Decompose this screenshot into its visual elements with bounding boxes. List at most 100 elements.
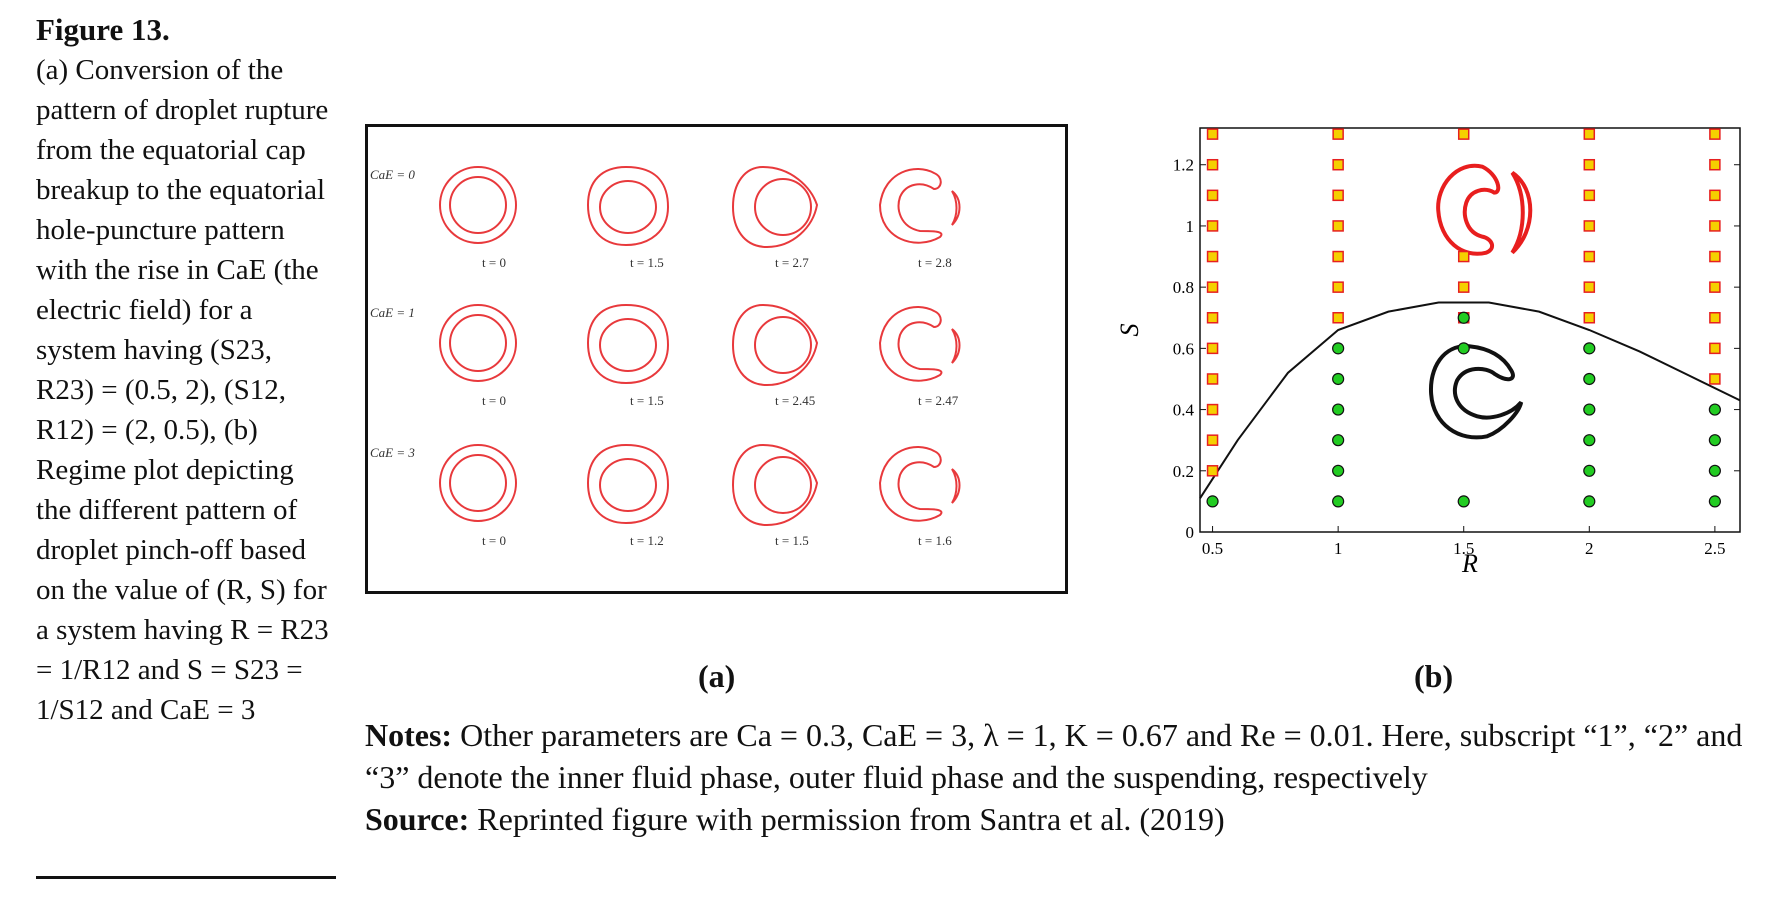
x-tick-label: 1.5 — [1453, 539, 1474, 558]
inner-interface — [449, 176, 507, 234]
droplet-snapshot — [731, 165, 819, 249]
square-marker — [1206, 342, 1219, 355]
outer-interface — [439, 444, 517, 522]
x-tick-label: 0.5 — [1202, 539, 1223, 558]
square-marker — [1709, 281, 1721, 293]
droplet-snapshot — [878, 446, 961, 522]
circle-marker — [1206, 495, 1219, 508]
time-label: t = 2.45 — [775, 393, 815, 408]
figure-title: Figure 13. — [36, 12, 170, 47]
square-marker — [1332, 158, 1344, 171]
row-label-2: CaE = 3 — [370, 445, 415, 460]
figure-notes: Notes: Other parameters are Ca = 0.3, Ca… — [365, 714, 1765, 840]
circle-marker — [1583, 464, 1596, 477]
outer-interface — [586, 443, 670, 525]
square-marker — [1583, 128, 1596, 140]
droplet-snapshot — [878, 306, 961, 382]
outer-interface — [731, 303, 819, 387]
crescent-shape — [1429, 344, 1524, 440]
y-tick-label: 0.6 — [1173, 339, 1194, 358]
time-label: t = 1.5 — [630, 393, 664, 408]
square-marker — [1332, 189, 1344, 202]
circle-marker — [1457, 342, 1470, 355]
square-marker — [1332, 128, 1344, 140]
inner-interface — [599, 458, 657, 512]
circle-marker — [1708, 434, 1721, 447]
outer-interface — [586, 303, 670, 385]
circle-marker — [1708, 464, 1721, 477]
time-label: t = 2.8 — [918, 255, 952, 270]
inner-interface — [449, 454, 507, 512]
square-marker — [1332, 220, 1344, 232]
square-marker — [1206, 312, 1219, 324]
circle-marker — [1332, 434, 1345, 447]
square-marker — [1583, 189, 1596, 202]
square-marker — [1332, 281, 1344, 293]
droplet-snapshot — [731, 443, 819, 527]
square-marker — [1583, 281, 1596, 293]
crescent-shape — [1436, 163, 1501, 256]
square-marker — [1206, 403, 1219, 416]
circle-marker — [1332, 403, 1345, 416]
square-marker — [1709, 158, 1721, 171]
droplet-snapshot — [586, 303, 670, 385]
hole-puncture-inset — [1436, 163, 1533, 256]
square-marker — [1206, 128, 1219, 140]
time-label: t = 2.47 — [918, 393, 959, 408]
panel-b-regime-plot: 0.5 1 1.5 2 2.5 0 0.2 0.4 0.6 0.8 1 1.2 R S — [1060, 118, 1760, 678]
time-label: t = 2.7 — [775, 255, 809, 270]
square-marker — [1457, 250, 1470, 263]
y-tick-label: 0 — [1186, 523, 1195, 542]
time-label: t = 0 — [482, 393, 506, 408]
square-marker — [1457, 128, 1470, 140]
time-label: t = 1.5 — [775, 533, 809, 548]
square-marker — [1206, 158, 1219, 171]
crescent-interface — [878, 168, 943, 244]
square-marker — [1206, 373, 1219, 385]
square-marker — [1709, 250, 1721, 263]
square-marker — [1332, 312, 1344, 324]
outer-interface — [731, 165, 819, 249]
detached-fragment — [1510, 170, 1533, 255]
caption-divider — [36, 876, 336, 879]
row-label-0: CaE = 0 — [370, 167, 415, 182]
droplet-snapshot — [439, 304, 517, 382]
circle-marker — [1457, 311, 1470, 324]
panel-b-label: (b) — [1414, 658, 1454, 694]
plot-frame — [1199, 127, 1741, 533]
square-marker — [1457, 281, 1470, 293]
y-axis-label: S — [1115, 324, 1144, 337]
notes-label: Notes: — [365, 717, 453, 753]
figure-caption-text: (a) Conversion of the pattern of droplet… — [36, 54, 329, 726]
regime-plot-chart: 0.5 1 1.5 2 2.5 0 0.2 0.4 0.6 0.8 1 1.2 R S — [1115, 127, 1741, 578]
inner-interface — [449, 314, 507, 372]
time-label: t = 0 — [482, 255, 506, 270]
source-text: Reprinted figure with permission from Sa… — [477, 801, 1225, 837]
square-marker — [1583, 158, 1596, 171]
outer-interface — [439, 166, 517, 244]
x-axis-label: R — [1461, 549, 1478, 578]
regime-boundary-curve — [1199, 301, 1741, 499]
panel-a-droplet-evolution: CaE = 0 t = 0 t = 1.5 t = 2.7 t = 2.8 CaE = 1… — [365, 124, 1068, 594]
x-tick-label: 1 — [1334, 539, 1343, 558]
droplet-snapshot — [439, 444, 517, 522]
square-marker — [1332, 250, 1344, 263]
crescent-interface — [878, 306, 943, 382]
detached-fragment — [951, 468, 961, 504]
circle-marker — [1332, 372, 1345, 386]
square-marker — [1709, 128, 1721, 140]
panel-a-label: (a) — [698, 658, 736, 694]
circle-marker — [1583, 342, 1596, 355]
droplet-snapshot — [439, 166, 517, 244]
droplet-snapshot — [586, 165, 670, 247]
circle-marker — [1332, 342, 1345, 355]
square-marker — [1709, 189, 1721, 202]
droplet-snapshot — [586, 443, 670, 525]
y-tick-label: 0.4 — [1173, 401, 1195, 420]
outer-interface — [439, 304, 517, 382]
circle-marker — [1332, 495, 1345, 508]
y-tick-label: 0.8 — [1173, 278, 1194, 297]
y-tick-label: 1 — [1186, 217, 1195, 236]
square-marker — [1583, 312, 1596, 324]
square-marker — [1206, 434, 1219, 446]
